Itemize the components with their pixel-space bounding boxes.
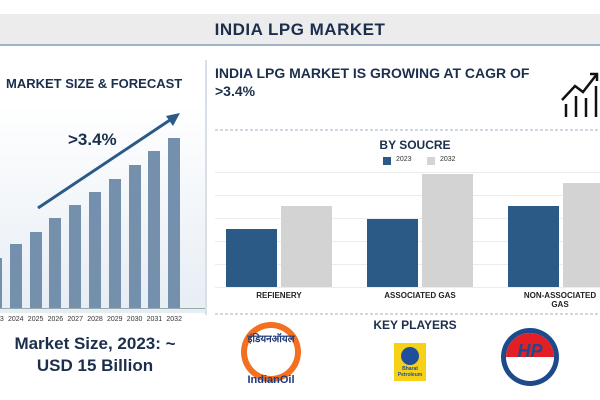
page-title: INDIA LPG MARKET xyxy=(214,20,386,39)
x-tick-label: 2024 xyxy=(8,316,24,323)
bar xyxy=(281,206,332,287)
logo-text: HP xyxy=(517,341,543,361)
market-size-line: USD 15 Billion xyxy=(36,356,154,375)
bar xyxy=(367,219,418,287)
x-tick-label: 2025 xyxy=(27,316,44,323)
logo-bharat-mark xyxy=(401,347,419,365)
growth-label: >3.4% xyxy=(68,130,117,149)
bar xyxy=(128,165,141,308)
logo-text: इंडियनऑयल xyxy=(247,334,295,345)
panel-divider xyxy=(205,60,207,315)
growth-arrow xyxy=(37,116,174,210)
grid-line xyxy=(215,195,600,196)
title-bar xyxy=(0,14,600,46)
logo-indianoil-ring xyxy=(247,328,295,376)
grid-line xyxy=(215,287,600,288)
grid-line xyxy=(215,218,600,219)
legend-label: 2032 xyxy=(440,156,456,163)
bar xyxy=(0,258,2,308)
x-tick-label: ASSOCIATED GAS xyxy=(384,291,456,300)
baseline xyxy=(0,308,205,309)
x-tick-label: NON-ASSOCIATED GAS xyxy=(523,291,597,309)
x-tick-label: 2029 xyxy=(107,316,123,323)
logo-text: Bharat Petroleum xyxy=(397,366,423,378)
market-size-line: Market Size, 2023: ~ xyxy=(14,334,176,353)
grid-line xyxy=(215,172,600,173)
legend-swatch xyxy=(427,157,435,165)
legend-swatch xyxy=(383,157,391,165)
bar xyxy=(108,179,121,308)
x-tick-label: 2030 xyxy=(126,316,143,323)
bar xyxy=(508,206,559,287)
chart-title: BY SOUCRE xyxy=(379,138,451,152)
x-tick-label: 2032 xyxy=(166,316,182,323)
arrow-head xyxy=(166,113,180,126)
bar xyxy=(29,232,42,308)
growth-icon xyxy=(561,72,599,117)
bar xyxy=(89,192,101,308)
bar xyxy=(422,174,473,287)
x-tick-label: 2026 xyxy=(47,316,64,323)
bar xyxy=(49,218,62,308)
bar xyxy=(563,183,600,287)
x-tick-label: 2028 xyxy=(87,316,103,323)
bar xyxy=(168,138,181,308)
bar xyxy=(9,244,22,308)
logo-hp-top xyxy=(506,333,554,357)
bar xyxy=(226,229,277,287)
right-heading: INDIA LPG MARKET IS GROWING AT CAGR OF >… xyxy=(215,65,530,99)
legend-label: 2023 xyxy=(396,156,412,163)
bar xyxy=(69,205,82,308)
x-tick-label: 2027 xyxy=(67,316,83,323)
x-tick-label: REFIENERY xyxy=(256,291,302,300)
logo-text: IndianOil xyxy=(247,374,295,386)
left-heading: MARKET SIZE & FORECAST xyxy=(6,76,183,91)
x-tick-label: 2023 xyxy=(0,316,4,323)
x-tick-label: 2031 xyxy=(146,316,163,323)
key-players-title: KEY PLAYERS xyxy=(373,318,457,332)
bar xyxy=(148,151,161,308)
